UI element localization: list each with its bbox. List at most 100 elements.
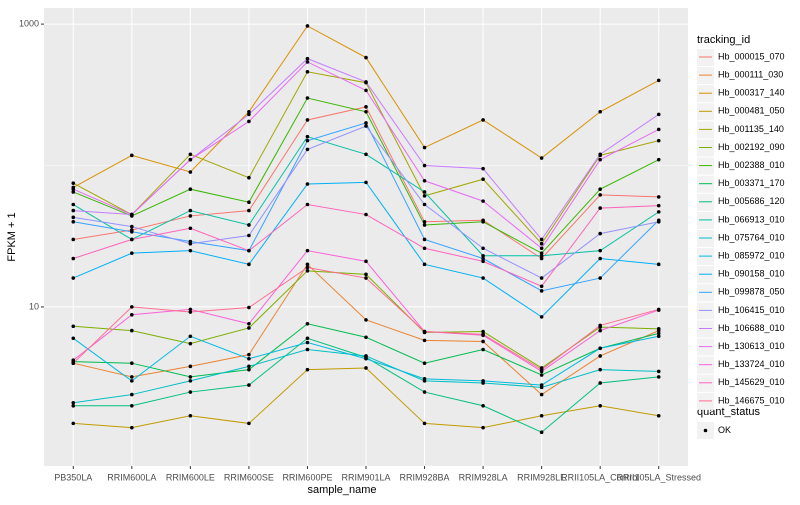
- point: [364, 55, 368, 60]
- point: [598, 403, 602, 408]
- point: [188, 413, 193, 418]
- point: [364, 356, 368, 361]
- point: [71, 181, 76, 185]
- x-tick-label: RRIM600LE: [166, 472, 215, 482]
- point: [656, 262, 661, 267]
- point: [422, 237, 427, 242]
- legend-label: Hb_106415_010: [718, 305, 785, 315]
- legend-title: tracking_id: [697, 34, 750, 46]
- point: [305, 60, 310, 64]
- point: [188, 390, 193, 394]
- point: [598, 276, 602, 280]
- point: [481, 253, 485, 258]
- point: [656, 327, 661, 331]
- y-axis-title: FPKM + 1: [6, 212, 18, 261]
- point: [539, 253, 544, 258]
- point: [656, 203, 661, 208]
- point: [364, 276, 368, 280]
- point: [598, 109, 602, 114]
- point: [422, 421, 427, 426]
- point: [305, 347, 310, 352]
- point: [364, 124, 368, 128]
- x-tick-label: RRIM600PE: [282, 472, 332, 482]
- point: [539, 373, 544, 377]
- point: [481, 246, 485, 251]
- point: [247, 356, 251, 361]
- point: [481, 256, 485, 261]
- point: [305, 118, 310, 122]
- point: [188, 341, 193, 346]
- point: [422, 262, 427, 267]
- point: [422, 219, 427, 224]
- point: [130, 403, 134, 408]
- point: [539, 284, 544, 289]
- point: [247, 223, 251, 227]
- legend-label: Hb_002192_090: [718, 142, 785, 152]
- point: [247, 326, 251, 330]
- point: [188, 241, 193, 246]
- point: [71, 256, 76, 261]
- point: [481, 332, 485, 337]
- point: [247, 119, 251, 124]
- point: [656, 78, 661, 83]
- point: [188, 226, 193, 231]
- point: [598, 323, 602, 328]
- point: [130, 375, 134, 379]
- point: [598, 152, 602, 157]
- point: [481, 329, 485, 334]
- point: [188, 170, 193, 174]
- point: [656, 307, 661, 312]
- point: [364, 366, 368, 370]
- point: [130, 229, 134, 234]
- point: [598, 256, 602, 261]
- legend-label: Hb_000111_030: [718, 69, 783, 79]
- point: [481, 259, 485, 264]
- point: [247, 112, 251, 117]
- legend-label: Hb_085972_010: [718, 250, 785, 260]
- point: [247, 200, 251, 205]
- point: [130, 224, 134, 229]
- point: [481, 425, 485, 430]
- legend-label: Hb_145629_010: [718, 377, 785, 387]
- point: [247, 367, 251, 372]
- legend-label: Hb_000015_070: [718, 51, 785, 61]
- point: [188, 248, 193, 253]
- x-tick-label: RRIM928LA: [459, 472, 508, 482]
- point: [71, 403, 76, 408]
- point: [364, 121, 368, 125]
- point: [130, 312, 134, 317]
- point: [422, 194, 427, 198]
- x-tick-label: RRII105LA_Control: [561, 472, 639, 482]
- point: [539, 241, 544, 246]
- point: [305, 269, 310, 273]
- legend-label: Hb_001135_140: [718, 124, 784, 134]
- point: [364, 105, 368, 109]
- point: [130, 212, 134, 217]
- point: [364, 212, 368, 217]
- point: [539, 237, 544, 242]
- point: [656, 413, 661, 418]
- point: [481, 199, 485, 203]
- point: [188, 307, 193, 312]
- y-tick-label: 1000: [19, 18, 39, 28]
- point: [130, 425, 134, 430]
- x-tick-label: PB350LA: [54, 472, 92, 482]
- point: [130, 328, 134, 333]
- point: [364, 318, 368, 322]
- point: [130, 153, 134, 158]
- point: [481, 403, 485, 408]
- point: [247, 421, 251, 426]
- point: [598, 381, 602, 385]
- legend-label: Hb_146675_010: [718, 395, 785, 405]
- point: [422, 145, 427, 150]
- point: [598, 367, 602, 372]
- point: [422, 361, 427, 365]
- point: [656, 331, 661, 336]
- legend-label: Hb_099878_050: [718, 287, 785, 297]
- point: [305, 182, 310, 186]
- point: [71, 400, 76, 405]
- point: [305, 147, 310, 152]
- point: [656, 334, 661, 339]
- legend-swatch: [703, 428, 708, 433]
- point: [188, 208, 193, 213]
